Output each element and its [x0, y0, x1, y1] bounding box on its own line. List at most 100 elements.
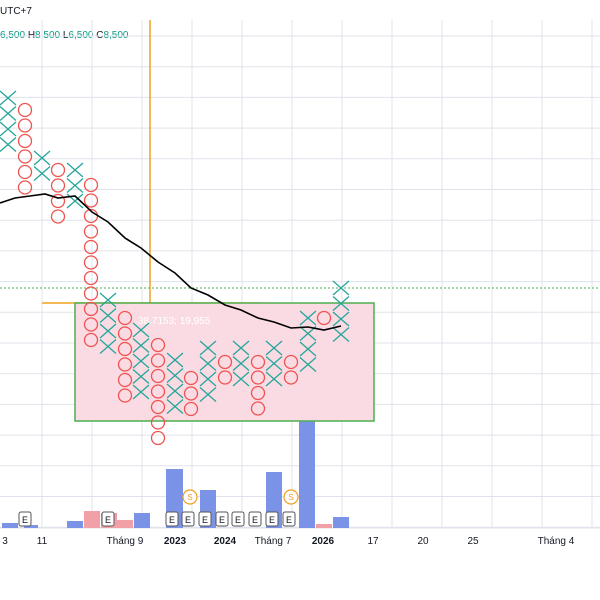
o-mark — [250, 354, 266, 370]
split-marker-text: S — [187, 493, 192, 502]
axis-tick-label: 2023 — [164, 536, 187, 547]
x-mark — [132, 322, 150, 338]
volume-bar — [333, 517, 349, 528]
x-mark — [199, 340, 217, 356]
volume-bar — [24, 525, 38, 528]
earnings-marker: E — [165, 511, 179, 527]
x-mark — [299, 326, 317, 341]
x-column — [33, 150, 51, 181]
x-column — [99, 292, 117, 354]
earnings-marker: E — [181, 511, 195, 527]
x-mark — [232, 371, 250, 387]
o-mark — [150, 399, 166, 415]
earnings-marker-box — [231, 511, 245, 527]
earnings-marker-box — [215, 511, 229, 527]
range-box-rect — [74, 302, 375, 422]
x-column — [0, 90, 17, 152]
o-column — [17, 102, 33, 195]
x-mark — [33, 150, 51, 166]
o-mark — [283, 354, 299, 370]
o-mark — [83, 224, 99, 239]
o-mark — [150, 415, 166, 430]
x-mark — [265, 340, 283, 356]
o-mark — [83, 193, 99, 208]
earnings-marker-box — [18, 511, 32, 527]
x-mark — [332, 311, 350, 327]
timezone-label: UTC+7 — [0, 6, 32, 17]
earnings-marker-box — [165, 511, 179, 527]
axis-tick-label: Tháng 4 — [538, 536, 575, 547]
x-mark — [99, 323, 117, 339]
o-mark — [83, 255, 99, 270]
axis-tick-label: 2026 — [312, 536, 335, 547]
o-mark — [50, 209, 66, 224]
o-mark — [250, 370, 266, 385]
x-mark — [232, 340, 250, 356]
axis-tick-label: Tháng 7 — [255, 536, 292, 547]
x-column — [66, 162, 84, 209]
o-mark — [17, 133, 33, 149]
x-column — [265, 340, 283, 387]
o-mark — [83, 301, 99, 317]
o-mark — [183, 386, 199, 401]
o-mark — [150, 430, 166, 446]
x-mark — [199, 371, 217, 387]
x-mark — [99, 339, 117, 354]
o-column — [117, 310, 133, 403]
o-column — [283, 354, 299, 385]
x-column — [199, 340, 217, 402]
earnings-marker: E — [215, 511, 229, 527]
o-mark — [117, 357, 133, 372]
o-mark — [17, 180, 33, 195]
ma-line — [0, 193, 342, 331]
time-axis: 3 11 Tháng 9 2023 2024 Tháng 7 2026 17 20 25 Tháng… — [2, 536, 575, 547]
earnings-marker: E — [198, 511, 212, 527]
x-mark — [132, 369, 150, 384]
o-mark — [150, 353, 166, 368]
earnings-marker-text: E — [235, 515, 241, 525]
earnings-marker-text: E — [202, 515, 208, 525]
o-column — [316, 310, 332, 326]
earnings-marker-text: E — [185, 515, 191, 525]
earnings-marker-text: E — [169, 515, 175, 525]
volume-bar — [299, 402, 315, 528]
split-marker-text: S — [288, 493, 293, 502]
x-mark — [0, 90, 17, 106]
axis-tick-label: 2024 — [214, 536, 237, 547]
o-column — [183, 370, 199, 417]
o-mark — [83, 317, 99, 332]
o-mark — [117, 310, 133, 326]
volume-bar — [117, 520, 133, 528]
x-mark — [299, 310, 317, 326]
o-column — [50, 162, 66, 224]
o-mark — [250, 385, 266, 401]
x-column — [166, 352, 184, 414]
x-mark — [33, 166, 51, 181]
x-mark — [99, 292, 117, 308]
split-marker-circle — [283, 489, 299, 505]
o-mark — [83, 177, 99, 193]
earnings-marker-box — [181, 511, 195, 527]
volume-bar — [134, 513, 150, 528]
x-mark — [0, 121, 17, 137]
o-column — [217, 354, 233, 385]
x-mark — [199, 356, 217, 371]
earnings-marker: E — [265, 511, 279, 527]
o-mark — [17, 164, 33, 180]
event-markers: E E E E E E E E E ES S — [18, 489, 299, 527]
o-mark — [50, 193, 66, 209]
x-mark — [99, 308, 117, 323]
o-mark — [183, 370, 199, 386]
earnings-marker-text: E — [105, 515, 111, 525]
x-mark — [166, 352, 184, 368]
x-mark — [332, 327, 350, 342]
x-mark — [166, 383, 184, 399]
o-mark — [17, 149, 33, 164]
earnings-marker-box — [248, 511, 262, 527]
earnings-marker-text: E — [22, 515, 28, 525]
axis-tick-label: 25 — [467, 536, 479, 547]
o-mark — [117, 326, 133, 341]
o-mark — [150, 384, 166, 399]
x-mark — [66, 178, 84, 193]
